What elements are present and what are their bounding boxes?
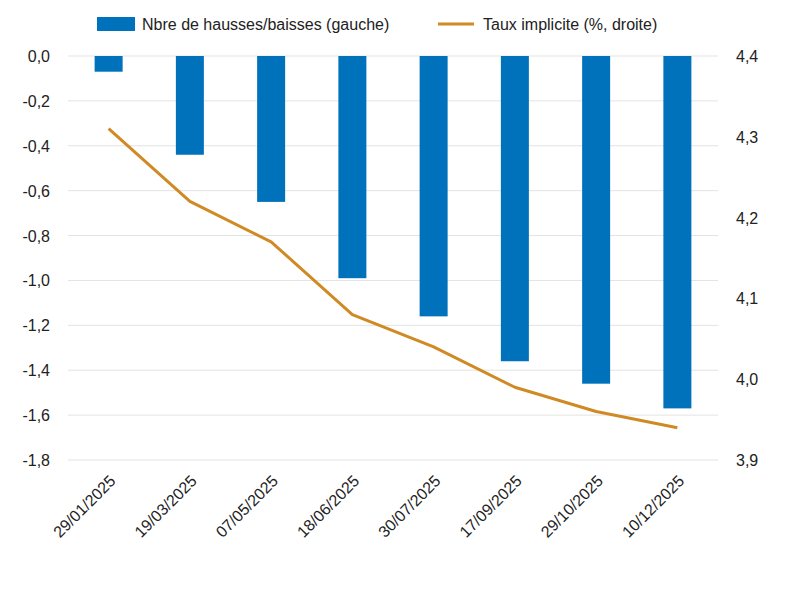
legend: Nbre de hausses/baisses (gauche) Taux imp…: [97, 16, 657, 33]
bar: [95, 56, 123, 72]
x-tick-label: 10/12/2025: [619, 472, 688, 541]
y-tick-label: -0,2: [22, 93, 50, 110]
y-tick-label: -0,8: [22, 228, 50, 245]
bar: [338, 56, 366, 278]
y-tick-label: 0,0: [28, 48, 50, 65]
grid-line: [68, 190, 718, 191]
x-tick-label: 30/07/2025: [375, 472, 444, 541]
y2-tick-label: 3,9: [736, 452, 758, 469]
grid-line: [68, 370, 718, 371]
bar: [420, 56, 448, 316]
x-tick-label: 18/06/2025: [294, 472, 363, 541]
x-tick-label: 29/01/2025: [50, 472, 119, 541]
bar: [501, 56, 529, 361]
y-tick-label: -1,6: [22, 407, 50, 424]
bar: [176, 56, 204, 155]
bar: [257, 56, 285, 202]
legend-label: Taux implicite (%, droite): [483, 16, 657, 33]
y2-tick-label: 4,0: [736, 371, 758, 388]
x-tick-label: 29/10/2025: [538, 472, 607, 541]
y2-tick-label: 4,3: [736, 129, 758, 146]
grid-line: [68, 325, 718, 326]
grid-line: [68, 145, 718, 146]
bar: [663, 56, 691, 408]
grid-line: [68, 56, 718, 57]
grid-line: [68, 100, 718, 101]
x-tick-label: 19/03/2025: [131, 472, 200, 541]
bar: [582, 56, 610, 384]
legend-swatch: [438, 23, 474, 26]
y-tick-label: -0,6: [22, 183, 50, 200]
y-tick-label: -1,4: [22, 362, 50, 379]
grid: [68, 56, 718, 460]
y2-tick-label: 4,4: [736, 48, 758, 65]
x-tick-label: 07/05/2025: [213, 472, 282, 541]
legend-label: Nbre de hausses/baisses (gauche): [142, 16, 389, 33]
y2-tick-label: 4,1: [736, 290, 758, 307]
chart: 0,0 -0,2 -0,4 -0,6 -0,8 -1,0 -1,2 -1,4 -1,6 -1,8 4…: [0, 0, 800, 612]
y2-tick-label: 4,2: [736, 210, 758, 227]
y-tick-label: -1,0: [22, 272, 50, 289]
y-tick-label: -0,4: [22, 138, 50, 155]
y-tick-label: -1,2: [22, 317, 50, 334]
grid-line: [68, 460, 718, 461]
line: [109, 129, 678, 428]
legend-swatch: [97, 17, 135, 31]
grid-line: [68, 280, 718, 281]
plot-data: [95, 56, 692, 428]
grid-line: [68, 235, 718, 236]
y-tick-label: -1,8: [22, 452, 50, 469]
x-tick-label: 17/09/2025: [456, 472, 525, 541]
